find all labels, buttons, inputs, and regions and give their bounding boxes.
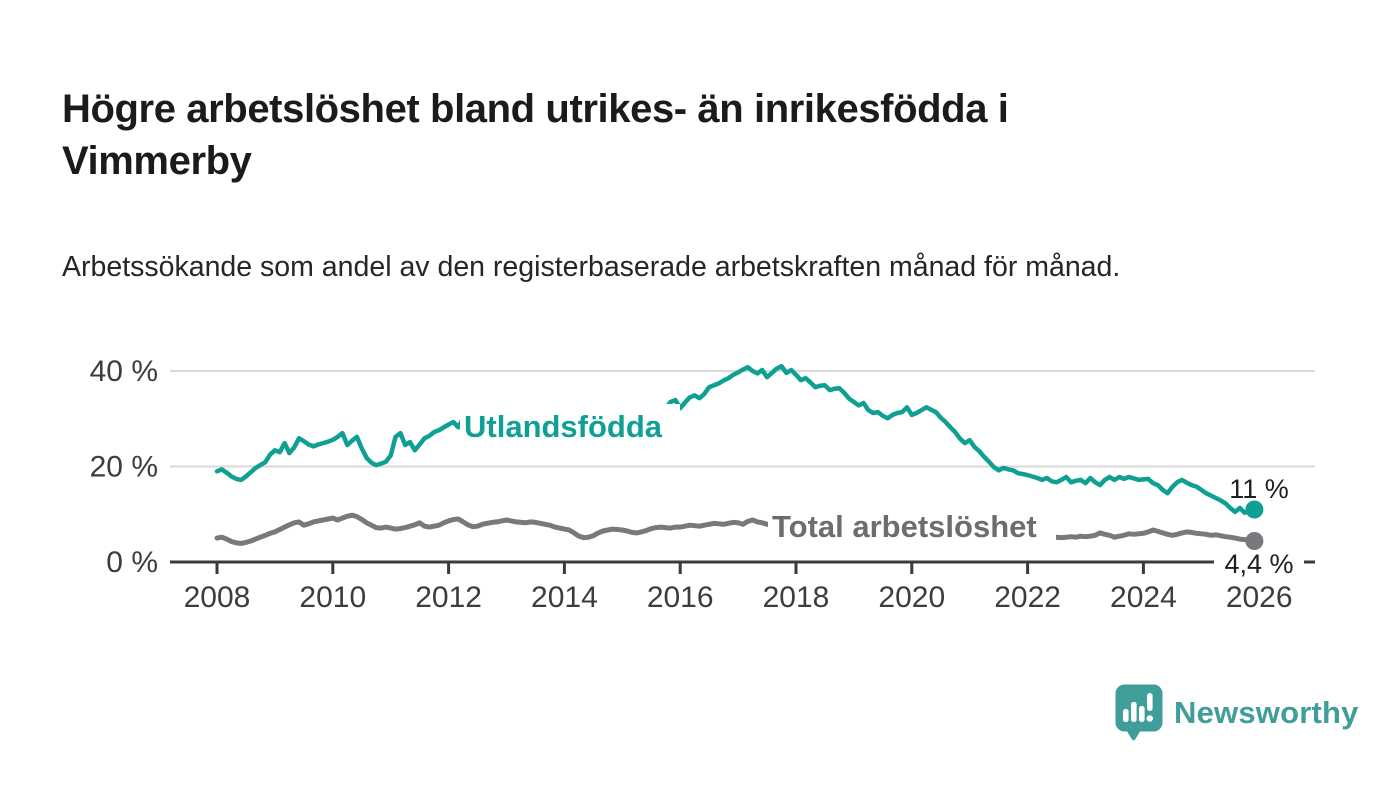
utlandsfodda-end-dot xyxy=(1245,500,1264,519)
x-axis-tick-label: 2020 xyxy=(878,581,945,614)
utlandsfodda-series-label: Utlandsfödda xyxy=(464,409,663,444)
utlandsfodda-line xyxy=(214,363,1257,516)
page-subtitle: Arbetssökande som andel av den registerb… xyxy=(62,250,1121,283)
y-axis-tick-label: 40 % xyxy=(90,355,158,388)
unemployment-line-chart: 0 % 20 % 40 % 2008 2010 2012 2014 2016 2018 2020… xyxy=(0,330,1400,630)
y-axis-tick-label: 0 % xyxy=(106,546,158,579)
x-axis-tick-label: 2024 xyxy=(1110,581,1177,614)
x-axis-tick-label: 2012 xyxy=(415,581,482,614)
total-arbetsloshet-series-label: Total arbetslöshet xyxy=(772,509,1037,544)
x-axis-ticks-and-labels: 2008 2010 2012 2014 2016 2018 2020 2022 2024 2026 xyxy=(184,562,1293,614)
utlandsfodda-end-value-label: 11 % xyxy=(1229,474,1289,504)
utlandsfodda-label-background xyxy=(460,404,680,445)
x-axis-tick-label: 2008 xyxy=(184,581,251,614)
gridlines-and-y-axis-labels: 0 % 20 % 40 % xyxy=(90,355,1315,579)
newsworthy-logo-icon xyxy=(1115,684,1163,741)
x-axis-tick-label: 2010 xyxy=(299,581,366,614)
logo-bar-chart-glyph xyxy=(1123,693,1153,722)
newsworthy-branding: Newsworthy xyxy=(1115,684,1359,741)
x-axis-tick-label: 2026 xyxy=(1226,581,1293,614)
y-axis-tick-label: 20 % xyxy=(90,451,158,484)
chart-canvas: 0 % 20 % 40 % 2008 2010 2012 2014 2016 2018 2020… xyxy=(90,355,1315,614)
total-label-background xyxy=(768,506,1056,543)
x-axis-tick-label: 2014 xyxy=(531,581,598,614)
x-axis-tick-label: 2022 xyxy=(994,581,1061,614)
x-axis-tick-label: 2018 xyxy=(763,581,830,614)
x-axis-tick-label: 2016 xyxy=(647,581,714,614)
page-title: Högre arbetslöshet bland utrikes- än inr… xyxy=(62,86,1009,183)
newsworthy-wordmark: Newsworthy xyxy=(1174,694,1359,730)
total-arbetsloshet-line xyxy=(214,512,1257,546)
total-end-dot xyxy=(1245,532,1264,550)
total-end-value-background xyxy=(1214,551,1304,580)
total-end-value-label: 4,4 % xyxy=(1224,549,1293,579)
